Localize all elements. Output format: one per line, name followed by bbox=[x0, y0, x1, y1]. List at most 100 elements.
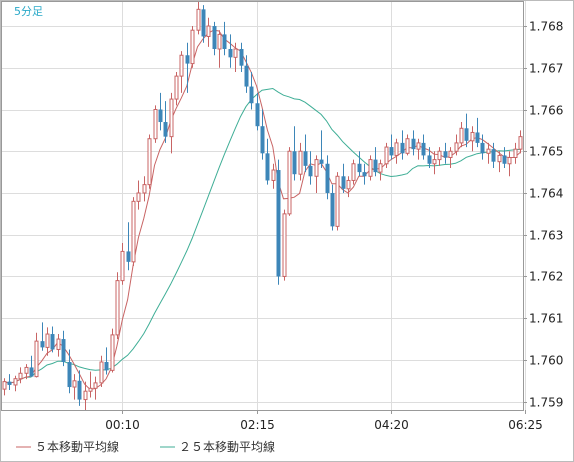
candle bbox=[276, 159, 281, 285]
candle-body bbox=[507, 157, 512, 165]
candle bbox=[491, 142, 496, 168]
candle bbox=[480, 134, 485, 160]
candle bbox=[303, 134, 308, 173]
candle-body bbox=[61, 339, 66, 363]
candle bbox=[7, 374, 12, 390]
candle bbox=[126, 222, 131, 271]
candle-body bbox=[50, 334, 55, 350]
candle bbox=[29, 355, 34, 377]
candle-body bbox=[40, 341, 45, 348]
candle bbox=[34, 332, 39, 378]
candle bbox=[255, 92, 260, 131]
candle-body bbox=[330, 192, 335, 227]
legend-ma25-label: ２５本移動平均線 bbox=[179, 439, 275, 454]
candle bbox=[497, 151, 502, 173]
candle-body bbox=[421, 142, 426, 156]
candle bbox=[362, 163, 367, 185]
candle-body bbox=[265, 153, 270, 181]
candle bbox=[389, 134, 394, 160]
candle bbox=[271, 163, 276, 189]
candle bbox=[196, 1, 201, 35]
candle-body bbox=[384, 146, 389, 165]
candle bbox=[260, 109, 265, 160]
candle-body bbox=[45, 333, 50, 348]
candle-body bbox=[77, 380, 82, 400]
candle bbox=[411, 130, 416, 156]
ma5-line bbox=[3, 29, 521, 390]
y-tick-label: 1.767 bbox=[529, 62, 563, 76]
candle bbox=[405, 134, 410, 156]
candle-body bbox=[373, 159, 378, 173]
candle bbox=[464, 113, 469, 148]
candle-body bbox=[29, 367, 34, 377]
candle-body bbox=[228, 48, 233, 58]
candle bbox=[265, 138, 270, 185]
candle-body bbox=[93, 382, 98, 389]
candle-body bbox=[454, 142, 459, 152]
candle bbox=[298, 142, 303, 181]
candle-body bbox=[303, 151, 308, 166]
candle bbox=[45, 327, 50, 356]
candle-body bbox=[244, 65, 249, 87]
candle bbox=[459, 122, 464, 148]
candle-body bbox=[443, 151, 448, 158]
candle-body bbox=[346, 179, 351, 190]
candle-body bbox=[163, 122, 168, 137]
candle bbox=[120, 243, 125, 285]
candle-body bbox=[120, 250, 125, 282]
candle bbox=[13, 375, 18, 392]
candle bbox=[394, 138, 399, 164]
candle-body bbox=[104, 362, 109, 371]
candle bbox=[341, 163, 346, 193]
candle bbox=[486, 142, 491, 164]
candle-body bbox=[341, 176, 346, 189]
candle bbox=[24, 364, 29, 380]
candle-body bbox=[271, 169, 276, 181]
candle-body bbox=[276, 170, 281, 277]
candle bbox=[292, 126, 297, 181]
candle-body bbox=[298, 150, 303, 175]
grid-lines bbox=[1, 1, 526, 410]
candle-body bbox=[239, 48, 244, 66]
candle bbox=[190, 26, 195, 68]
candle bbox=[443, 142, 448, 164]
candle bbox=[110, 328, 115, 373]
candle-body bbox=[174, 75, 179, 100]
candle bbox=[93, 376, 98, 400]
candle-body bbox=[34, 340, 39, 378]
candle bbox=[287, 147, 292, 216]
candle-body bbox=[357, 163, 362, 173]
legend-ma5-label: ５本移動平均線 bbox=[35, 439, 119, 454]
candle bbox=[158, 92, 163, 131]
candle-body bbox=[475, 132, 480, 143]
candle bbox=[174, 71, 179, 106]
candle bbox=[330, 184, 335, 231]
candle bbox=[56, 334, 61, 357]
candle bbox=[217, 30, 222, 68]
candle-body bbox=[185, 55, 190, 64]
candle-body bbox=[389, 147, 394, 156]
candle-body bbox=[2, 381, 7, 390]
candle-body bbox=[72, 380, 77, 388]
candle-body bbox=[470, 131, 475, 142]
y-tick-label: 1.768 bbox=[529, 20, 563, 34]
candle-body bbox=[411, 138, 416, 150]
candle-body bbox=[222, 34, 227, 49]
candle bbox=[432, 151, 437, 175]
plot-frame bbox=[1, 1, 524, 411]
candle bbox=[249, 71, 254, 110]
candle-body bbox=[437, 150, 442, 161]
x-tick-label: 00:10 bbox=[105, 418, 140, 432]
candle-body bbox=[136, 192, 141, 202]
candle-body bbox=[255, 103, 260, 127]
candle-body bbox=[362, 172, 367, 177]
candle bbox=[18, 367, 23, 384]
candle bbox=[212, 21, 217, 56]
candle bbox=[518, 130, 523, 154]
candle bbox=[131, 197, 136, 267]
candle-body bbox=[249, 86, 254, 104]
candle bbox=[169, 92, 174, 154]
candle-body bbox=[282, 213, 287, 277]
